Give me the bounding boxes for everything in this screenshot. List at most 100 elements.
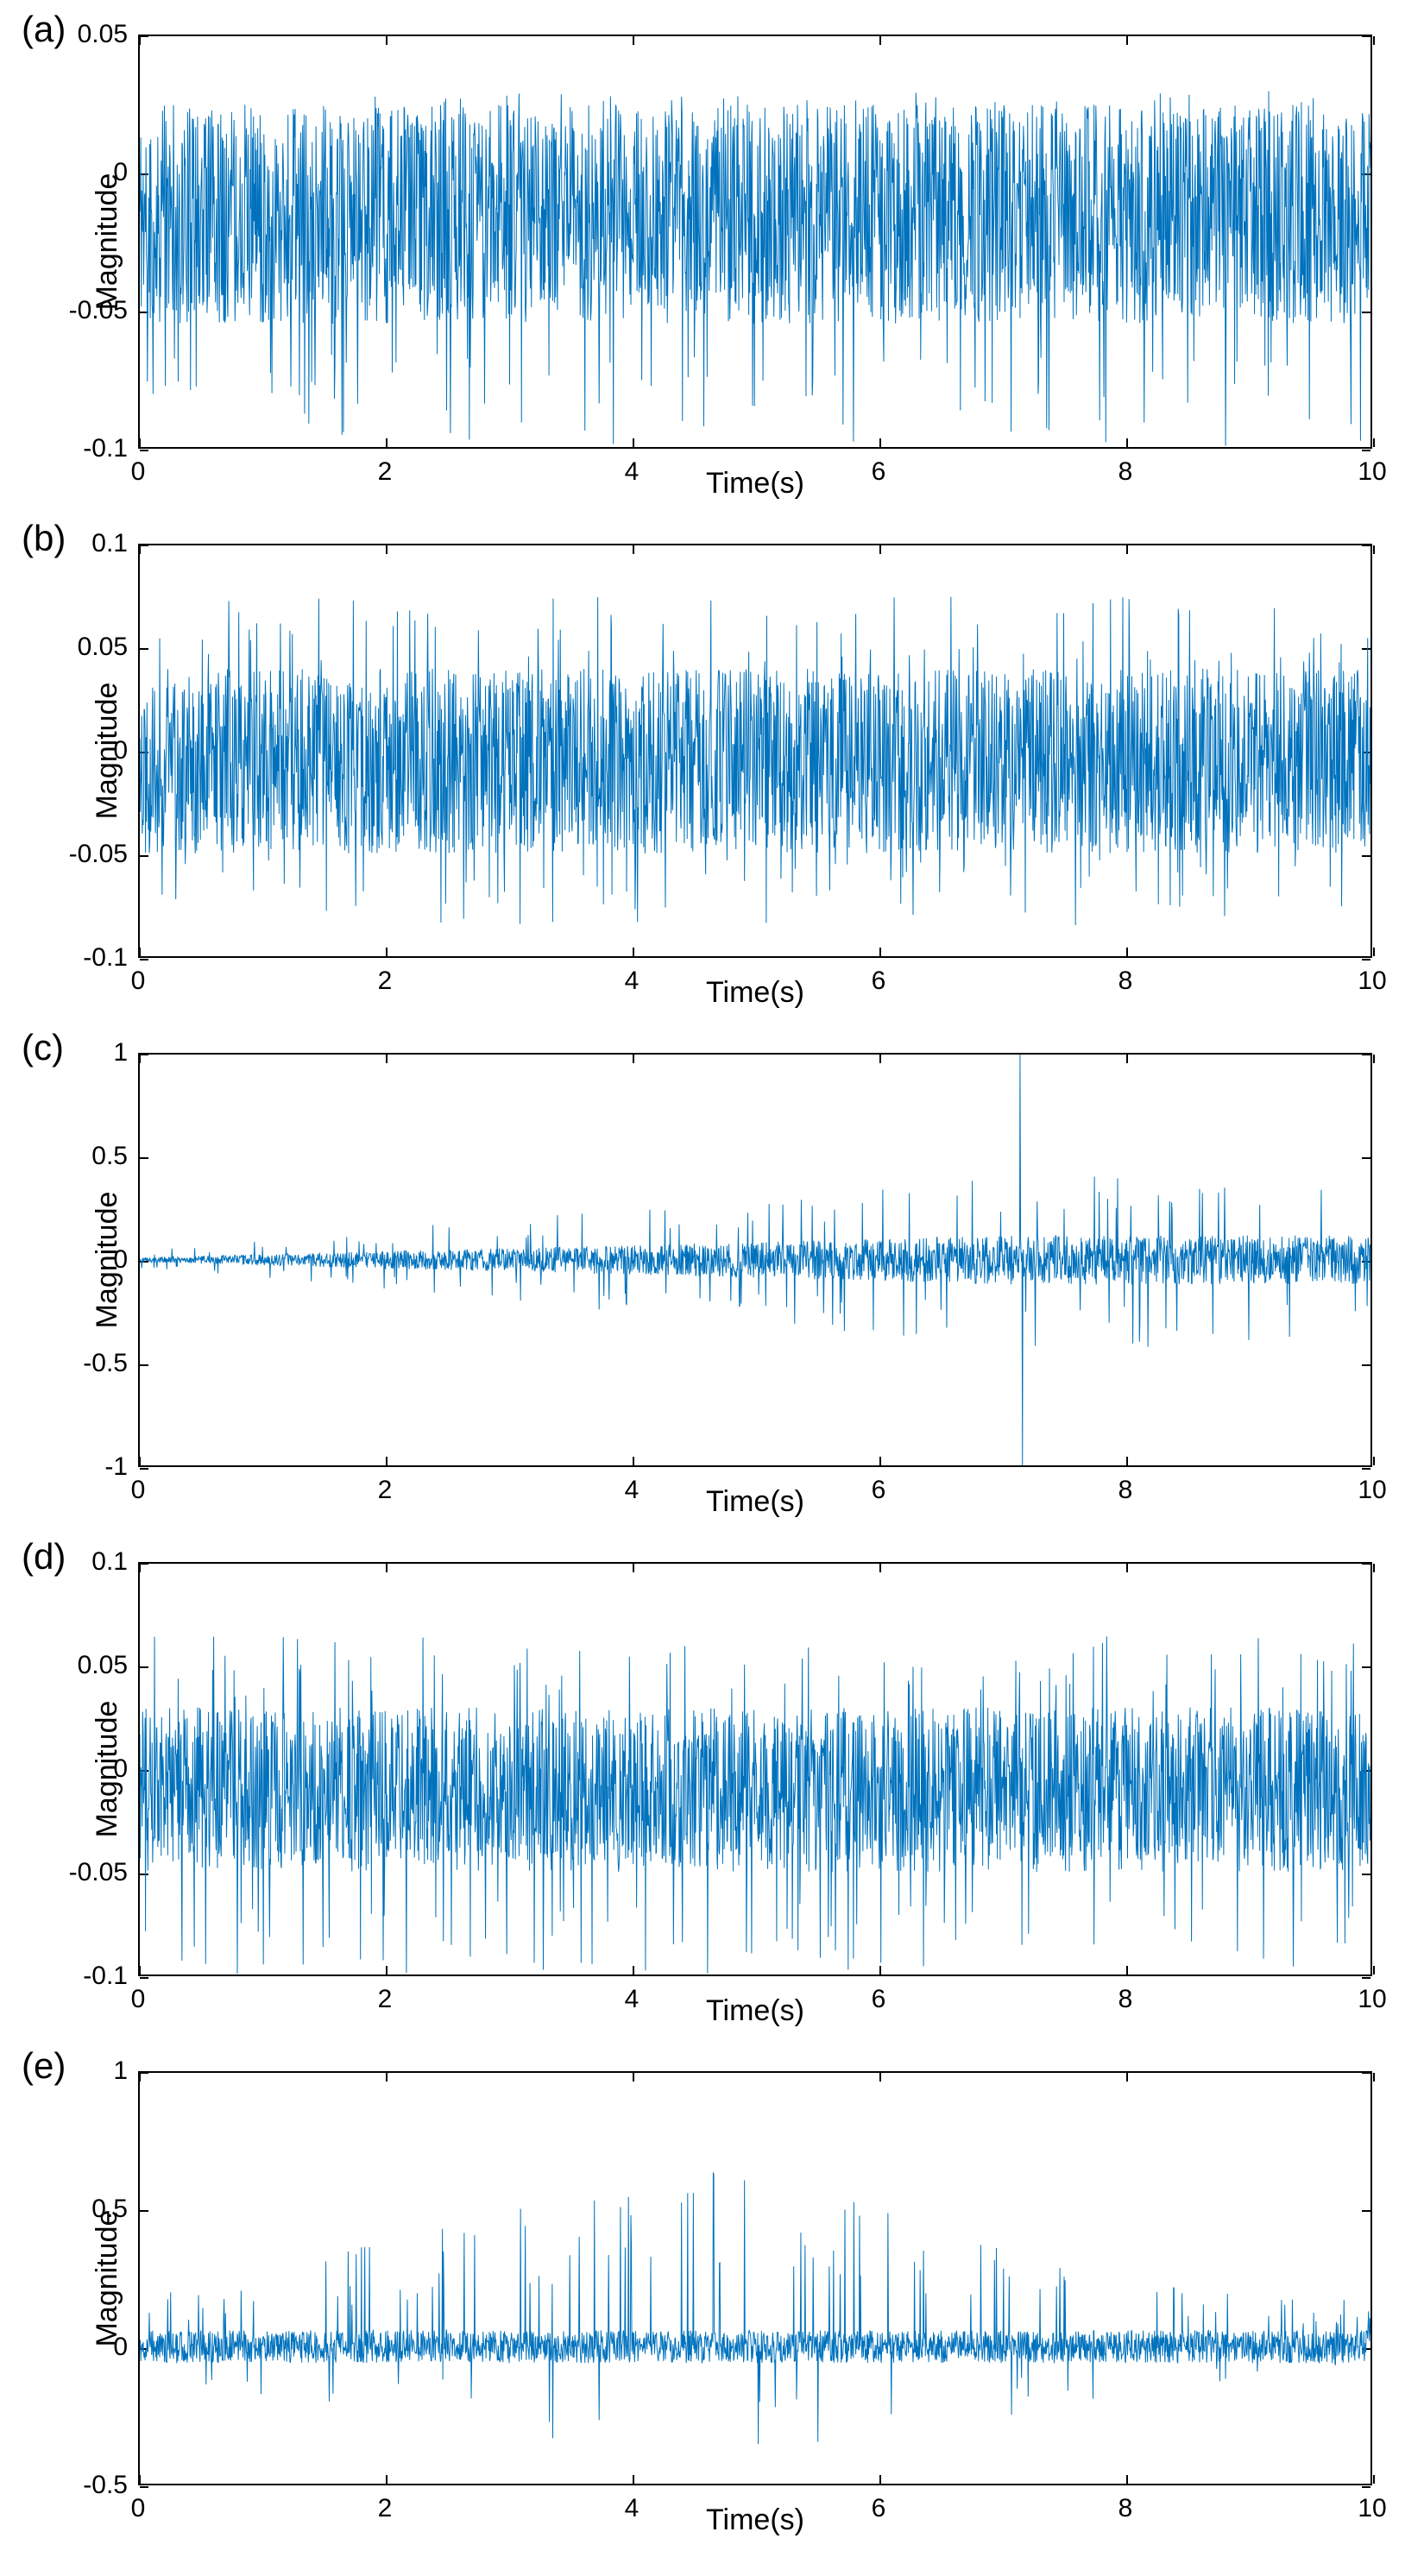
x-axis-label: Time(s) (706, 2504, 804, 2537)
ytick (140, 1468, 148, 1470)
y-axis-label: Magnitude (91, 173, 124, 311)
xtick-label: 2 (378, 2494, 393, 2523)
ytick-label: -0.1 (83, 943, 128, 973)
ytick-label: 0.5 (91, 2195, 128, 2224)
ytick (140, 1977, 148, 1979)
signal-line (140, 1564, 1370, 1975)
ytick (140, 450, 148, 451)
xtick-label: 0 (131, 457, 146, 487)
ytick-label: -0.05 (69, 296, 128, 325)
ytick (1362, 1468, 1370, 1470)
xtick-label: 0 (131, 1476, 146, 1505)
xtick (1373, 948, 1375, 956)
ytick-label: -0.1 (83, 434, 128, 463)
subplot-d: (d)MagnitudeTime(s)0246810-0.1-0.0500.05… (138, 1562, 1372, 1976)
ytick-label: 0 (113, 1754, 128, 1784)
ytick-label: 0.5 (91, 1142, 128, 1171)
xtick (1373, 2475, 1375, 2484)
xtick-label: 4 (625, 1476, 640, 1505)
xtick (1373, 36, 1375, 45)
signal-line (140, 2073, 1370, 2484)
ytick-label: -0.5 (83, 2471, 128, 2500)
xtick-label: 2 (378, 1476, 393, 1505)
x-axis-label: Time(s) (706, 1994, 804, 2028)
ytick-label: -0.5 (83, 1349, 128, 1378)
ytick-label: -0.1 (83, 1962, 128, 1991)
xtick (1373, 2073, 1375, 2082)
panel-label: (e) (22, 2045, 66, 2087)
xtick-label: 10 (1358, 2494, 1386, 2523)
xtick-label: 0 (131, 1985, 146, 2014)
xtick-label: 6 (872, 1985, 886, 2014)
xtick-label: 2 (378, 967, 393, 996)
plot-area (138, 1053, 1372, 1467)
ytick-label: 0 (113, 158, 128, 187)
x-axis-label: Time(s) (706, 976, 804, 1010)
xtick-label: 4 (625, 2494, 640, 2523)
xtick-label: 8 (1118, 967, 1133, 996)
ytick-label: 0.1 (91, 529, 128, 558)
xtick (1373, 545, 1375, 554)
ytick-label: 0 (113, 736, 128, 765)
xtick-label: 8 (1118, 2494, 1133, 2523)
xtick-label: 2 (378, 1985, 393, 2014)
xtick-label: 0 (131, 967, 146, 996)
ytick-label: 1 (113, 2056, 128, 2086)
xtick-label: 4 (625, 967, 640, 996)
ytick-label: 0.1 (91, 1547, 128, 1577)
xtick (1373, 1966, 1375, 1975)
subplot-b: (b)MagnitudeTime(s)0246810-0.1-0.0500.05… (138, 544, 1372, 958)
ytick (140, 959, 148, 960)
y-axis-label: Magnitude (91, 2210, 124, 2347)
xtick-label: 10 (1358, 457, 1386, 487)
ytick-label: -0.05 (69, 1858, 128, 1887)
ytick (1362, 450, 1370, 451)
x-axis-label: Time(s) (706, 467, 804, 501)
xtick (1373, 438, 1375, 447)
xtick-label: 4 (625, 457, 640, 487)
xtick (1373, 1564, 1375, 1572)
panel-label: (a) (22, 9, 66, 50)
xtick-label: 2 (378, 457, 393, 487)
xtick-label: 6 (872, 1476, 886, 1505)
panel-label: (c) (22, 1027, 64, 1068)
xtick-label: 6 (872, 457, 886, 487)
xtick-label: 10 (1358, 1985, 1386, 2014)
signal-line (140, 36, 1370, 447)
xtick-label: 8 (1118, 1476, 1133, 1505)
ytick-label: 0.05 (78, 1651, 128, 1680)
plot-area (138, 2071, 1372, 2485)
ytick (1362, 2486, 1370, 2488)
ytick-label: 0 (113, 2333, 128, 2362)
xtick-label: 10 (1358, 967, 1386, 996)
xtick-label: 6 (872, 967, 886, 996)
panel-label: (d) (22, 1536, 66, 1578)
ytick (1362, 1977, 1370, 1979)
plot-area (138, 35, 1372, 449)
signal-line (140, 545, 1370, 956)
panel-label: (b) (22, 518, 66, 559)
xtick (1373, 1457, 1375, 1465)
xtick-label: 8 (1118, 457, 1133, 487)
xtick (1373, 1055, 1375, 1063)
ytick-label: 1 (113, 1038, 128, 1068)
xtick-label: 6 (872, 2494, 886, 2523)
ytick (140, 2486, 148, 2488)
xtick-label: 10 (1358, 1476, 1386, 1505)
figure-container: (a)MagnitudeTime(s)0246810-0.1-0.0500.05… (0, 0, 1424, 2576)
plot-area (138, 544, 1372, 958)
xtick-label: 4 (625, 1985, 640, 2014)
ytick-label: -0.05 (69, 840, 128, 869)
xtick-label: 8 (1118, 1985, 1133, 2014)
xtick-label: 0 (131, 2494, 146, 2523)
plot-area (138, 1562, 1372, 1976)
ytick-label: -1 (104, 1452, 128, 1482)
subplot-e: (e)MagnitudeTime(s)0246810-0.500.51 (138, 2071, 1372, 2485)
ytick-label: 0.05 (78, 633, 128, 662)
x-axis-label: Time(s) (706, 1485, 804, 1519)
signal-line (140, 1055, 1370, 1465)
ytick (1362, 959, 1370, 960)
ytick-label: 0 (113, 1245, 128, 1275)
ytick-label: 0.05 (78, 20, 128, 49)
subplot-c: (c)MagnitudeTime(s)0246810-1-0.500.51 (138, 1053, 1372, 1467)
